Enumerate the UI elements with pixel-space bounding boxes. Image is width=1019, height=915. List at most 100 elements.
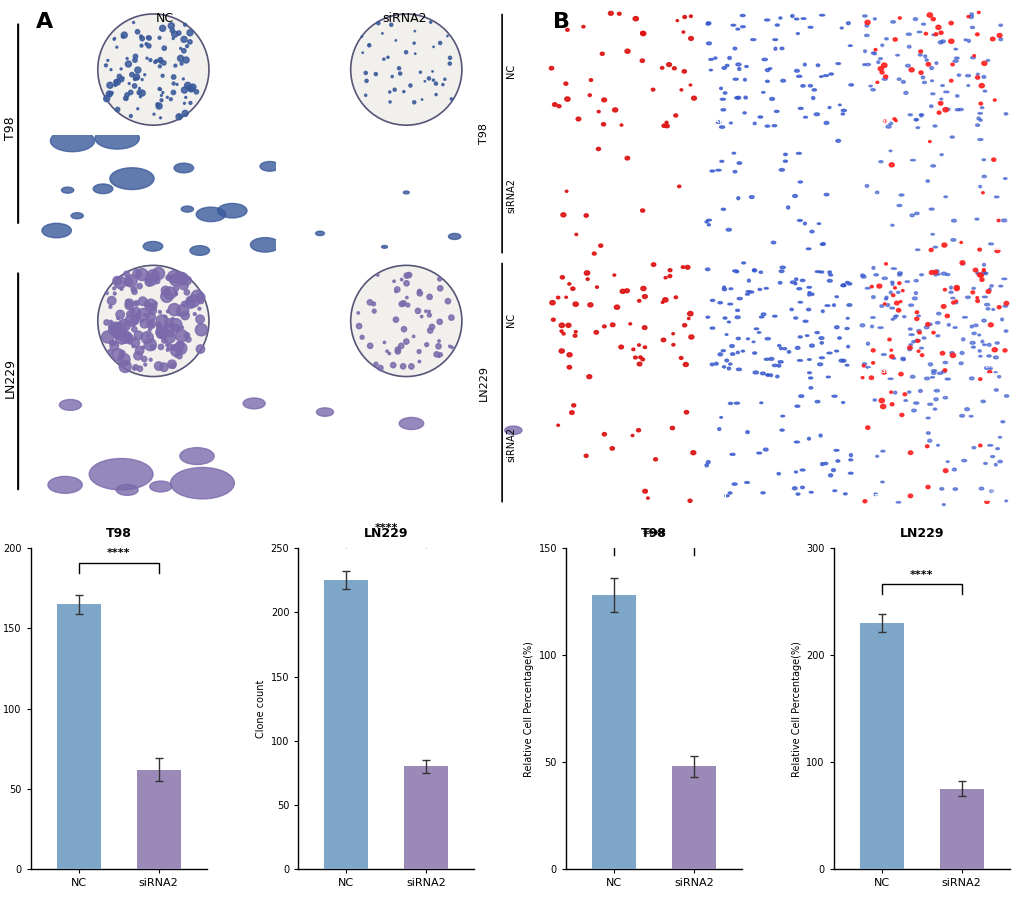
- Ellipse shape: [776, 472, 780, 475]
- Text: 100μm: 100μm: [983, 490, 1001, 495]
- Circle shape: [601, 98, 606, 102]
- Circle shape: [427, 77, 430, 80]
- Ellipse shape: [914, 339, 919, 342]
- Ellipse shape: [949, 136, 954, 138]
- Ellipse shape: [949, 286, 952, 289]
- Circle shape: [133, 78, 137, 81]
- Circle shape: [438, 41, 441, 45]
- Ellipse shape: [845, 282, 849, 284]
- Ellipse shape: [907, 348, 911, 350]
- Ellipse shape: [864, 185, 868, 188]
- Text: LN229: LN229: [478, 364, 488, 401]
- Circle shape: [148, 328, 151, 331]
- Circle shape: [128, 278, 131, 281]
- Circle shape: [372, 309, 376, 313]
- Circle shape: [943, 369, 946, 371]
- Circle shape: [95, 127, 140, 149]
- Circle shape: [441, 83, 443, 86]
- Circle shape: [374, 72, 377, 76]
- Circle shape: [50, 130, 95, 152]
- Ellipse shape: [737, 68, 740, 70]
- Ellipse shape: [758, 271, 762, 274]
- Circle shape: [159, 60, 160, 62]
- Ellipse shape: [927, 404, 931, 405]
- Circle shape: [949, 80, 952, 82]
- Ellipse shape: [796, 75, 801, 78]
- Circle shape: [137, 284, 142, 289]
- Circle shape: [149, 304, 154, 309]
- Ellipse shape: [929, 67, 932, 70]
- Circle shape: [427, 328, 432, 333]
- Ellipse shape: [970, 57, 974, 59]
- Circle shape: [139, 88, 141, 90]
- Ellipse shape: [998, 38, 1002, 41]
- Circle shape: [897, 282, 900, 285]
- Ellipse shape: [987, 288, 990, 291]
- Ellipse shape: [925, 432, 929, 435]
- Circle shape: [595, 286, 598, 288]
- Ellipse shape: [953, 48, 957, 50]
- Circle shape: [156, 322, 161, 328]
- Circle shape: [116, 46, 117, 48]
- Circle shape: [125, 61, 131, 67]
- Circle shape: [152, 267, 164, 279]
- Ellipse shape: [735, 309, 739, 311]
- Circle shape: [177, 56, 183, 61]
- Ellipse shape: [936, 372, 942, 374]
- Ellipse shape: [903, 400, 907, 402]
- Circle shape: [154, 302, 157, 305]
- Ellipse shape: [752, 123, 755, 124]
- Circle shape: [889, 355, 894, 359]
- Circle shape: [860, 377, 863, 379]
- Circle shape: [174, 64, 176, 67]
- Ellipse shape: [935, 445, 938, 447]
- Ellipse shape: [859, 324, 864, 327]
- Ellipse shape: [928, 208, 933, 210]
- Ellipse shape: [728, 57, 731, 59]
- Circle shape: [105, 292, 108, 295]
- Circle shape: [438, 353, 442, 357]
- Circle shape: [148, 306, 156, 315]
- Circle shape: [135, 331, 143, 339]
- Circle shape: [156, 327, 168, 339]
- Circle shape: [171, 345, 176, 350]
- Circle shape: [565, 97, 570, 102]
- Circle shape: [113, 38, 115, 40]
- Circle shape: [437, 277, 441, 281]
- Ellipse shape: [749, 196, 753, 199]
- Circle shape: [901, 290, 903, 292]
- Ellipse shape: [938, 488, 943, 490]
- Circle shape: [862, 500, 866, 503]
- Circle shape: [145, 299, 157, 311]
- Ellipse shape: [871, 266, 874, 269]
- Circle shape: [950, 63, 953, 66]
- Circle shape: [560, 213, 566, 217]
- Circle shape: [891, 294, 894, 296]
- Circle shape: [167, 271, 179, 283]
- Ellipse shape: [876, 61, 879, 63]
- Circle shape: [619, 345, 623, 349]
- Ellipse shape: [923, 377, 928, 380]
- Ellipse shape: [773, 48, 776, 50]
- Circle shape: [691, 96, 696, 100]
- Ellipse shape: [780, 266, 785, 269]
- Ellipse shape: [841, 284, 845, 286]
- Ellipse shape: [807, 27, 812, 28]
- Text: EdU: EdU: [552, 243, 568, 249]
- Ellipse shape: [891, 318, 894, 320]
- Ellipse shape: [946, 461, 949, 462]
- Circle shape: [118, 353, 129, 366]
- Ellipse shape: [890, 281, 893, 283]
- Circle shape: [121, 36, 124, 38]
- Ellipse shape: [943, 361, 947, 363]
- Circle shape: [586, 375, 591, 379]
- Circle shape: [175, 341, 183, 350]
- Circle shape: [432, 79, 434, 81]
- Ellipse shape: [977, 334, 979, 336]
- Circle shape: [147, 44, 151, 48]
- Ellipse shape: [870, 52, 874, 54]
- Ellipse shape: [925, 179, 928, 182]
- Circle shape: [387, 352, 390, 355]
- Ellipse shape: [923, 55, 926, 58]
- Ellipse shape: [760, 313, 765, 316]
